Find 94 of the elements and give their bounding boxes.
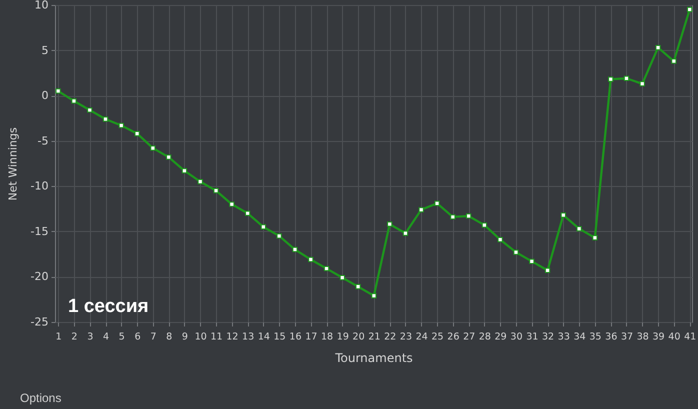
point: [608, 76, 614, 82]
x-tick-label: 14: [258, 332, 270, 342]
x-tick-label: 6: [134, 332, 141, 342]
point: [292, 246, 298, 252]
x-tick-label: 15: [274, 332, 286, 342]
x-tick-label: 7: [150, 332, 156, 342]
x-tick-label: 36: [605, 332, 618, 342]
point: [56, 88, 61, 94]
y-tick-label: -15: [30, 224, 48, 238]
x-tick-label: 20: [352, 332, 365, 342]
point: [340, 275, 345, 280]
x-tick-label: 35: [589, 332, 602, 342]
point: [576, 226, 582, 232]
x-tick-label: 40: [668, 332, 680, 342]
point: [308, 256, 314, 262]
x-tick-label: 33: [558, 332, 570, 342]
x-tick-label: 34: [574, 332, 586, 342]
x-tick-label: 18: [320, 332, 334, 342]
point: [87, 107, 92, 113]
point: [560, 212, 566, 218]
point: [418, 207, 424, 212]
point: [434, 200, 440, 206]
x-tick-label: 26: [447, 332, 460, 342]
x-tick-label: 1: [56, 332, 62, 342]
y-tick-label: 10: [34, 0, 48, 12]
point: [513, 250, 519, 255]
point: [244, 210, 250, 216]
x-tick-label: 4: [102, 332, 110, 342]
point: [655, 44, 661, 50]
point: [182, 168, 188, 174]
point: [498, 236, 503, 242]
y-tick-label: 5: [42, 44, 48, 57]
annotation: 1 сессия: [68, 296, 149, 317]
x-tick-label: 10: [194, 332, 207, 342]
point: [544, 268, 550, 273]
point: [102, 116, 108, 122]
x-axis-title: Tournaments: [334, 351, 413, 365]
point: [260, 224, 266, 230]
x-tick-label: 17: [305, 332, 318, 342]
point: [482, 222, 488, 228]
y-axis-title: Net Winnings: [6, 127, 20, 201]
point: [671, 58, 676, 64]
point: [371, 293, 377, 298]
y-tick-label: -20: [30, 270, 48, 284]
x-tick-label: 38: [636, 332, 649, 342]
y-tick-label: 0: [42, 89, 48, 102]
x-tick-label: 12: [226, 332, 238, 342]
x-tick-label: 37: [620, 332, 634, 342]
point: [402, 230, 408, 236]
x-tick-label: 11: [210, 332, 223, 342]
x-tick-label: 8: [166, 332, 172, 342]
x-tick-label: 21: [368, 332, 380, 342]
point: [640, 81, 645, 86]
point: [213, 188, 219, 194]
y-tick-label: -10: [30, 180, 48, 193]
x-tick-label: 24: [416, 332, 428, 342]
point: [71, 98, 77, 104]
point: [355, 284, 361, 290]
x-tick-label: 23: [400, 332, 412, 342]
point: [134, 130, 140, 136]
x-tick-label: 27: [463, 332, 476, 342]
point: [118, 122, 124, 128]
point: [592, 235, 598, 240]
point: [198, 178, 203, 184]
point: [166, 154, 172, 160]
text: Options: [20, 391, 62, 405]
x-tick-label: 9: [182, 332, 188, 342]
x-tick-label: 30: [510, 332, 523, 342]
x-tick-label: 32: [542, 332, 554, 342]
x-tick-label: 3: [87, 332, 94, 342]
x-tick-label: 28: [478, 332, 491, 342]
x-tick-label: 41: [684, 332, 696, 342]
point: [529, 258, 534, 264]
x-tick-label: 39: [652, 332, 665, 342]
point: [150, 145, 156, 151]
x-tick-label: 29: [494, 332, 507, 342]
x-tick-label: 16: [289, 332, 302, 342]
point: [387, 222, 392, 227]
y-tick-label: -5: [38, 134, 48, 148]
point: [466, 213, 472, 219]
point: [276, 233, 282, 239]
point: [229, 202, 234, 207]
x-tick-label: 19: [336, 332, 349, 342]
x-tick-label: 13: [242, 332, 254, 342]
x-tick-label: 2: [71, 332, 78, 342]
point: [687, 6, 692, 12]
x-tick-label: 5: [118, 332, 125, 342]
y-tick-label: -25: [30, 316, 48, 328]
x-tick-label: 22: [384, 332, 396, 342]
point: [324, 266, 330, 272]
point: [624, 76, 630, 81]
x-tick-label: 31: [526, 332, 538, 342]
x-tick-label: 25: [431, 332, 444, 342]
point: [450, 214, 456, 220]
